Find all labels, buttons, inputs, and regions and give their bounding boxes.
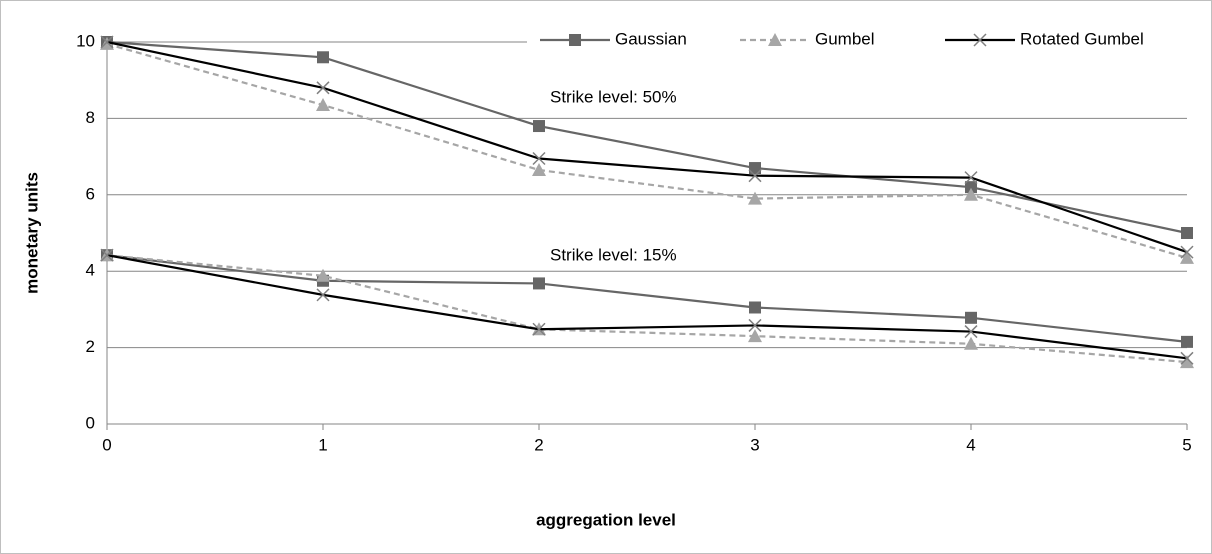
marker bbox=[316, 81, 330, 95]
marker bbox=[748, 169, 762, 183]
legend-marker bbox=[768, 33, 782, 46]
marker bbox=[748, 191, 762, 205]
series-line bbox=[106, 254, 1188, 343]
legend-marker bbox=[973, 33, 987, 47]
series-line bbox=[106, 254, 1188, 364]
marker bbox=[964, 171, 978, 185]
marker bbox=[965, 311, 977, 324]
series-line bbox=[106, 40, 1188, 254]
y-axis-title: monetary units bbox=[22, 172, 41, 294]
marker bbox=[532, 322, 546, 336]
y-tick-label: 2 bbox=[86, 337, 95, 356]
x-axis-title: aggregation level bbox=[536, 510, 676, 529]
x-tick-label: 4 bbox=[966, 435, 975, 454]
marker bbox=[1180, 351, 1194, 365]
legend-background bbox=[527, 22, 1195, 58]
marker bbox=[964, 187, 978, 201]
marker bbox=[749, 162, 761, 175]
legend-label: Rotated Gumbel bbox=[1020, 29, 1144, 48]
y-tick-label: 8 bbox=[86, 108, 95, 127]
legend-label: Gumbel bbox=[815, 29, 875, 48]
annotation: Strike level: 15% bbox=[550, 245, 677, 264]
marker bbox=[532, 162, 546, 176]
marker bbox=[316, 98, 330, 112]
marker bbox=[100, 36, 114, 50]
marker bbox=[965, 181, 977, 194]
y-tick-label: 10 bbox=[76, 31, 95, 50]
x-tick-label: 1 bbox=[318, 435, 327, 454]
marker bbox=[1181, 335, 1193, 348]
marker bbox=[1180, 355, 1194, 369]
marker bbox=[749, 301, 761, 314]
marker bbox=[1180, 245, 1194, 259]
x-tick-label: 2 bbox=[534, 435, 543, 454]
marker bbox=[1180, 250, 1194, 264]
x-tick-label: 3 bbox=[750, 435, 759, 454]
legend-label: Gaussian bbox=[615, 29, 687, 48]
x-tick-label: 0 bbox=[102, 435, 111, 454]
marker bbox=[748, 318, 762, 332]
marker bbox=[964, 325, 978, 339]
marker bbox=[533, 120, 545, 133]
legend-marker bbox=[569, 34, 581, 46]
marker bbox=[317, 51, 329, 64]
annotation: Strike level: 50% bbox=[550, 87, 677, 106]
marker bbox=[316, 268, 330, 282]
marker bbox=[100, 248, 114, 262]
y-tick-label: 0 bbox=[86, 413, 95, 432]
marker bbox=[1181, 227, 1193, 239]
series-line bbox=[106, 254, 1188, 360]
marker bbox=[748, 329, 762, 343]
marker bbox=[316, 288, 330, 302]
series-line bbox=[106, 40, 1188, 235]
x-tick-label: 5 bbox=[1182, 435, 1191, 454]
marker bbox=[964, 336, 978, 350]
marker bbox=[532, 151, 546, 166]
marker bbox=[533, 277, 545, 290]
y-tick-label: 4 bbox=[86, 261, 95, 280]
y-tick-label: 6 bbox=[86, 184, 95, 203]
marker bbox=[100, 35, 114, 49]
series-line bbox=[106, 42, 1188, 259]
